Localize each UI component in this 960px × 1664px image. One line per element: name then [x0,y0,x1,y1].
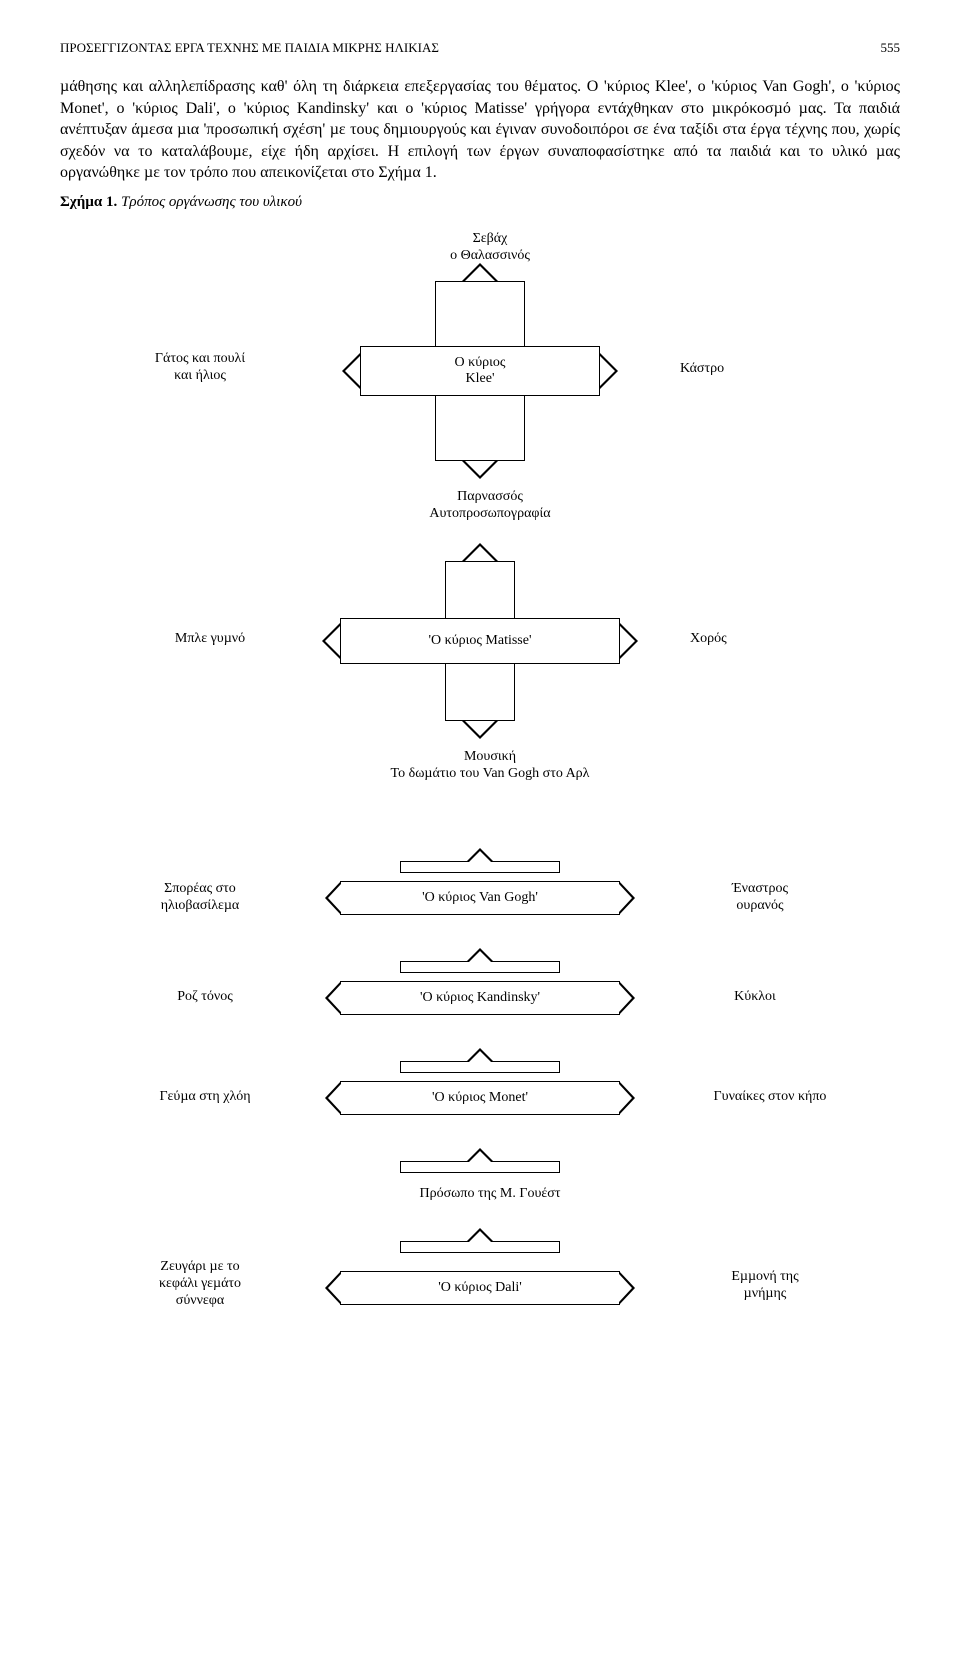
vconn-5 [400,1241,560,1253]
cross2-center: 'Ο κύριος Matisse' [425,631,536,651]
cross1-shape: Ο κύριοςKlee' [360,281,600,461]
vconn-2 [400,961,560,973]
page-number: 555 [881,40,901,56]
row3-bar: 'Ο κύριος Monet' [340,1081,620,1115]
cross2-right-label: Χορός [690,631,810,648]
vconn-3 [400,1061,560,1073]
row1-left: Σπορέας στοηλιοβασίλεµα [120,881,280,915]
diagram: Σεβάχο Θαλασσινός Ο κύριοςKlee' Γάτος κα… [60,231,900,1491]
row1-bar: 'Ο κύριος Van Gogh' [340,881,620,915]
cross2-left-label: Μπλε γυµνό [140,631,280,648]
row4-left: Ζευγάρι µε τοκεφάλι γεµάτοσύννεφα [115,1259,285,1309]
cross2-bottom-label: ΜουσικήΤο δωµάτιο του Van Gogh στο Αρλ [340,749,640,783]
row2-bar: 'Ο κύριος Kandinsky' [340,981,620,1015]
caption-italic: Τρόπος οργάνωσης του υλικού [121,194,302,210]
vconn-1 [400,861,560,873]
running-title: ΠΡΟΣΕΓΓΙΖΟΝΤΑΣ ΕΡΓΑ ΤΕΧΝΗΣ ΜΕ ΠΑΙΔΙΑ ΜΙΚ… [60,40,439,56]
running-header: ΠΡΟΣΕΓΓΙΖΟΝΤΑΣ ΕΡΓΑ ΤΕΧΝΗΣ ΜΕ ΠΑΙΔΙΑ ΜΙΚ… [60,40,900,56]
cross1-right-label: Κάστρο [680,361,800,378]
row3-left: Γεύµα στη χλόη [120,1089,290,1106]
cross1-left-label: Γάτος και πουλίκαι ήλιος [120,351,280,385]
row4-bar: 'Ο κύριος Dali' [340,1271,620,1305]
cross1-center: Ο κύριοςKlee' [451,353,510,389]
row1-right: Έναστροςουρανός [680,881,840,915]
vconn-4 [400,1161,560,1173]
cross1-top-label: Σεβάχο Θαλασσινός [410,231,570,265]
row4-right: Εµµονή τηςµνήµης [680,1269,850,1303]
body-paragraph: µάθησης και αλληλεπίδρασης καθ' όλη τη δ… [60,76,900,184]
row2-left: Ροζ τόνος [130,989,280,1006]
row3-right: Γυναίκες στον κήπο [670,1089,870,1106]
row2-right: Κύκλοι [680,989,830,1006]
figure-caption: Σχήµα 1. Τρόπος οργάνωσης του υλικού [60,194,900,211]
cross1-bottom-label: ΠαρνασσόςΑυτοπροσωπογραφία [380,489,600,523]
cross2-shape: 'Ο κύριος Matisse' [340,561,620,721]
row4-top: Πρόσωπο της Μ. Γουέστ [380,1186,600,1203]
caption-bold: Σχήµα 1. [60,194,117,210]
